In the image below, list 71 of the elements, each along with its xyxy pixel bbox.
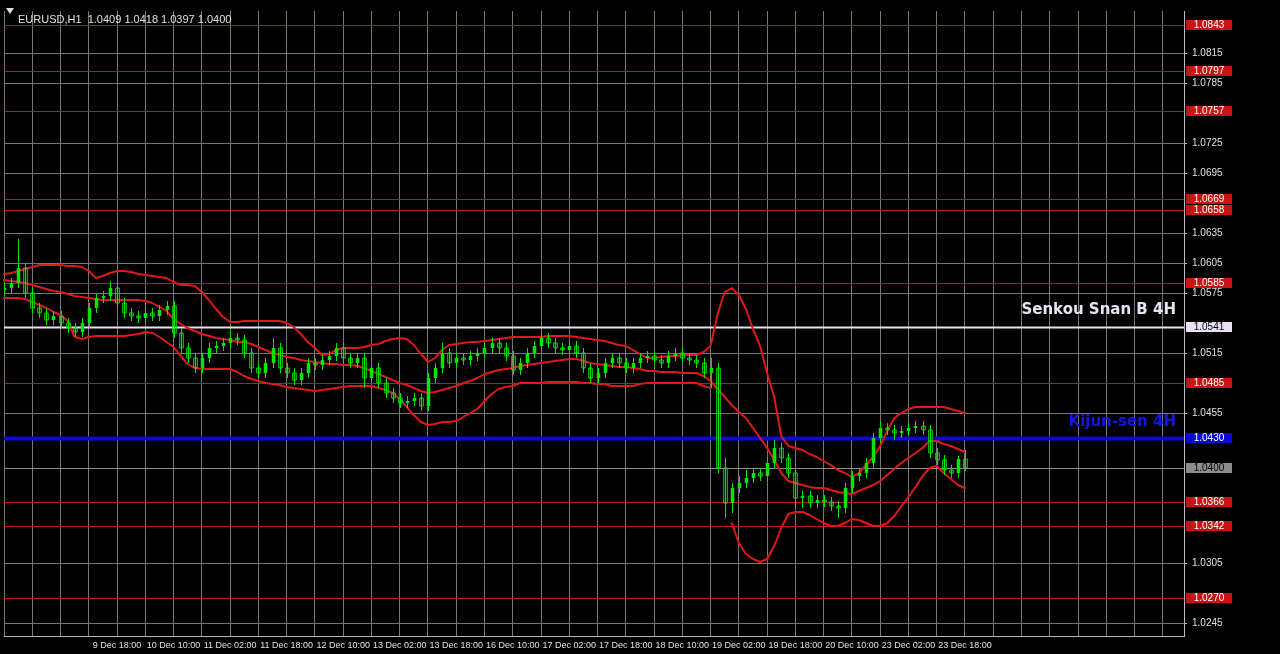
- candlestick: [172, 300, 177, 339]
- candlestick: [928, 424, 933, 459]
- y-tick-label: 1.0635: [1192, 226, 1224, 238]
- x-tick-label: 13 Dec 18:00: [429, 639, 483, 650]
- candlestick: [779, 442, 784, 464]
- y-tick-label: 1.0305: [1192, 556, 1224, 568]
- candlestick: [179, 327, 184, 354]
- y-tick-label: 1.0515: [1192, 346, 1224, 358]
- x-tick-label: 19 Dec 02:00: [712, 639, 766, 650]
- ref-line-label: 1.0270: [1193, 592, 1225, 604]
- candlestick: [723, 457, 728, 519]
- y-tick-label: 1.0785: [1192, 76, 1224, 88]
- candlestick: [786, 452, 791, 479]
- x-tick-label: 19 Dec 18:00: [768, 639, 823, 650]
- chart-title: EURUSD,H1 1.0409 1.0418 1.0397 1.0400: [18, 13, 232, 26]
- ref-line-label: 1.0485: [1193, 377, 1225, 389]
- x-tick-label: 11 Dec 18:00: [260, 639, 314, 650]
- candlestick: [186, 342, 191, 364]
- candlestick: [793, 467, 798, 509]
- ref-line-label: 1.0400: [1193, 462, 1225, 474]
- x-tick-label: 23 Dec 18:00: [938, 639, 992, 650]
- y-tick-label: 1.0695: [1192, 166, 1224, 178]
- candlestick: [581, 347, 586, 374]
- x-tick-label: 13 Dec 02:00: [372, 639, 427, 650]
- y-tick-label: 1.0725: [1192, 136, 1224, 148]
- x-tick-label: 9 Dec 18:00: [92, 639, 142, 650]
- ref-line-label: 1.0430: [1193, 432, 1225, 444]
- x-tick-label: 18 Dec 10:00: [655, 639, 710, 650]
- y-tick-label: 1.0605: [1192, 256, 1224, 268]
- candlestick: [249, 347, 254, 374]
- x-tick-label: 23 Dec 02:00: [881, 639, 936, 650]
- ref-line-label: 1.0658: [1193, 204, 1225, 216]
- x-tick-label: 10 Dec 10:00: [146, 639, 201, 650]
- candlestick: [23, 262, 28, 299]
- y-tick-label: 1.0455: [1192, 406, 1224, 418]
- x-tick-label: 20 Dec 10:00: [825, 639, 879, 650]
- candlestick: [362, 352, 367, 389]
- ref-line-label: 1.0366: [1193, 496, 1225, 508]
- candlestick: [384, 377, 389, 399]
- ref-line-label: 1.0541: [1193, 321, 1225, 333]
- ref-line-label: 1.0843: [1193, 19, 1225, 31]
- ref-line-label: 1.0797: [1193, 65, 1225, 77]
- annotation: Kijun-sen 4H: [1068, 412, 1176, 431]
- candlestick: [341, 342, 346, 364]
- x-tick-label: 17 Dec 18:00: [599, 639, 653, 650]
- y-tick-label: 1.0575: [1192, 286, 1224, 298]
- candlestick: [115, 282, 120, 309]
- ref-line-label: 1.0585: [1193, 277, 1225, 289]
- ref-line-label: 1.0342: [1193, 520, 1225, 532]
- candlestick: [942, 454, 947, 476]
- y-tick-label: 1.0815: [1192, 46, 1224, 58]
- candlestick: [447, 347, 452, 369]
- ref-line-label: 1.0669: [1193, 193, 1225, 205]
- candlestick: [242, 334, 247, 359]
- y-tick-label: 1.0245: [1192, 616, 1224, 628]
- x-tick-label: 16 Dec 10:00: [485, 639, 540, 650]
- candlestick: [376, 362, 381, 389]
- candlestick: [702, 357, 707, 379]
- x-tick-label: 11 Dec 02:00: [203, 639, 257, 650]
- x-tick-label: 17 Dec 02:00: [542, 639, 597, 650]
- candlestick: [122, 297, 127, 319]
- candlestick: [193, 352, 198, 374]
- candlestick: [278, 342, 283, 374]
- x-tick-label: 12 Dec 10:00: [316, 639, 370, 650]
- candlestick: [511, 350, 516, 376]
- ref-line-label: 1.0757: [1193, 105, 1225, 117]
- candlestick: [588, 362, 593, 384]
- candlestick: [716, 362, 721, 474]
- candlestick: [30, 287, 35, 314]
- annotation: Senkou Snan B 4H: [1021, 300, 1176, 319]
- candlestick: [963, 449, 968, 472]
